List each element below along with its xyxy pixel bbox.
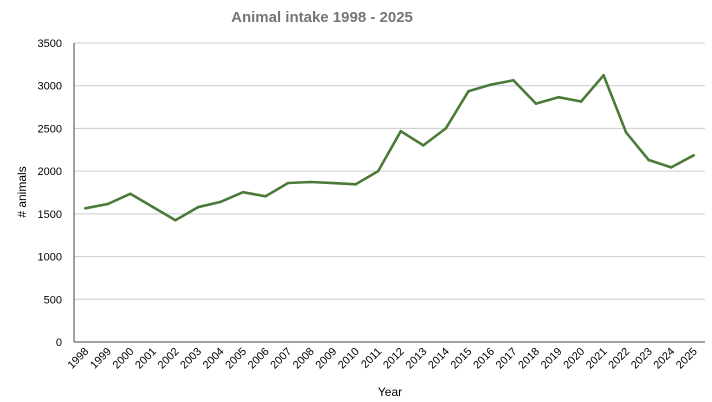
y-axis-ticks: 0 500 1000 1500 2000 2500 3000 3500 bbox=[38, 38, 62, 349]
data-point bbox=[467, 89, 470, 93]
x-tick-label: 2009 bbox=[313, 346, 339, 372]
data-point bbox=[489, 83, 493, 86]
series-line bbox=[85, 74, 695, 222]
data-point bbox=[83, 207, 87, 210]
x-tick-label: 2025 bbox=[674, 346, 700, 372]
x-tick-label: 2014 bbox=[426, 346, 452, 372]
data-point bbox=[579, 100, 583, 103]
gridlines bbox=[74, 42, 705, 343]
data-point bbox=[376, 169, 380, 173]
data-point bbox=[647, 158, 650, 162]
y-tick-label: 3500 bbox=[38, 38, 62, 50]
x-tick-label: 2023 bbox=[629, 346, 655, 372]
x-tick-label: 2017 bbox=[494, 346, 520, 372]
data-point bbox=[624, 131, 628, 134]
x-tick-label: 2019 bbox=[539, 346, 565, 372]
data-point bbox=[331, 181, 335, 185]
x-axis-ticks: 1998199920002001200220032004200520062007… bbox=[66, 346, 700, 372]
x-tick-label: 2004 bbox=[201, 346, 227, 372]
x-tick-label: 2008 bbox=[291, 346, 317, 372]
y-tick-label: 1500 bbox=[38, 209, 62, 221]
x-tick-label: 2020 bbox=[561, 346, 587, 372]
data-point bbox=[399, 129, 403, 133]
x-axis-label: Year bbox=[378, 385, 402, 399]
y-tick-label: 500 bbox=[44, 294, 62, 306]
data-point bbox=[309, 180, 312, 184]
x-tick-label: 1998 bbox=[66, 346, 92, 372]
series-group bbox=[83, 73, 696, 222]
x-tick-label: 2018 bbox=[516, 346, 542, 372]
data-point bbox=[534, 102, 538, 105]
data-point bbox=[444, 127, 448, 130]
data-point bbox=[129, 192, 132, 196]
x-tick-label: 2013 bbox=[404, 346, 430, 372]
x-tick-label: 2024 bbox=[652, 346, 678, 372]
data-point bbox=[286, 181, 290, 185]
data-point bbox=[264, 194, 267, 198]
x-tick-label: 2022 bbox=[606, 346, 632, 372]
data-point bbox=[174, 218, 177, 222]
x-tick-label: 2002 bbox=[156, 346, 182, 372]
data-point bbox=[219, 200, 222, 204]
x-tick-label: 2005 bbox=[223, 346, 249, 372]
y-tick-label: 3000 bbox=[38, 81, 62, 93]
data-point bbox=[669, 166, 673, 169]
x-tick-label: 2015 bbox=[449, 346, 475, 372]
x-tick-label: 2016 bbox=[471, 346, 497, 372]
data-point bbox=[557, 95, 560, 99]
data-point bbox=[692, 154, 696, 157]
data-point bbox=[354, 182, 357, 186]
x-tick-label: 1999 bbox=[88, 346, 114, 372]
data-point bbox=[151, 205, 155, 209]
x-tick-label: 2011 bbox=[359, 346, 384, 371]
data-point bbox=[422, 144, 425, 147]
x-tick-label: 2007 bbox=[268, 346, 294, 372]
x-tick-label: 2010 bbox=[336, 346, 362, 372]
data-point bbox=[602, 73, 605, 77]
x-tick-label: 2006 bbox=[246, 346, 272, 372]
y-tick-label: 2000 bbox=[38, 166, 62, 178]
data-point bbox=[196, 205, 200, 209]
x-tick-label: 2021 bbox=[584, 346, 610, 372]
data-point bbox=[106, 202, 110, 206]
data-point bbox=[241, 190, 245, 194]
x-tick-label: 2003 bbox=[178, 346, 204, 372]
x-tick-label: 2000 bbox=[111, 346, 137, 372]
chart-title: Animal intake 1998 - 2025 bbox=[231, 9, 413, 26]
y-axis-label: # animals bbox=[15, 166, 29, 217]
y-tick-label: 0 bbox=[56, 337, 62, 349]
x-tick-label: 2012 bbox=[381, 346, 407, 372]
data-point bbox=[512, 79, 515, 82]
y-tick-label: 1000 bbox=[38, 252, 62, 264]
x-tick-label: 2001 bbox=[133, 346, 159, 372]
y-tick-label: 2500 bbox=[38, 123, 62, 135]
